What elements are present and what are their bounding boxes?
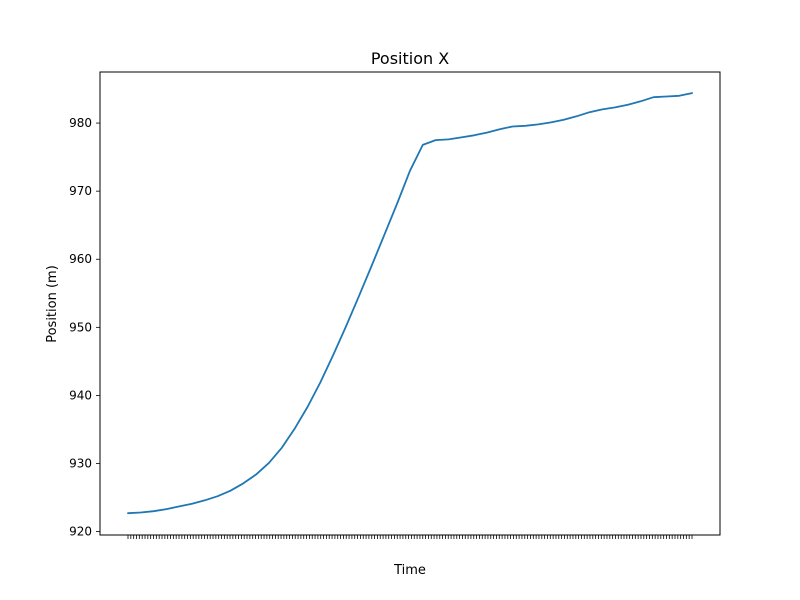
y-tick-label: 930 [69,457,92,471]
plot-area-frame [99,71,721,536]
y-tick-label: 960 [69,252,92,266]
y-tick-label: 970 [69,184,92,198]
chart-title: Position X [371,49,449,68]
y-tick-label: 980 [69,116,92,130]
y-tick-label: 940 [69,388,92,402]
series-line [127,92,693,515]
y-tick-label: 920 [69,525,92,539]
y-axis-label: Position (m) [45,265,60,343]
x-axis [127,535,693,539]
x-axis-label: Time [393,563,426,578]
series-group [127,92,693,515]
y-axis: 920 930 940 950 960 970 980 [69,116,100,539]
y-tick-label: 950 [69,320,92,334]
